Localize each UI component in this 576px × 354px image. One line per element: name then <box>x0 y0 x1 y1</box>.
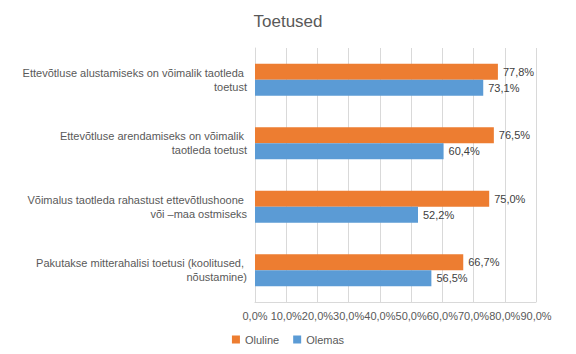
svg-text:30,0%: 30,0% <box>333 310 364 322</box>
svg-text:80,0%: 80,0% <box>489 310 520 322</box>
svg-text:Võimalus taotleda rahastust et: Võimalus taotleda rahastust ettevõtlusho… <box>27 194 247 206</box>
svg-text:Ettevõtluse alustamiseks on võ: Ettevõtluse alustamiseks on võimalik tao… <box>23 67 247 79</box>
svg-text:Olemas: Olemas <box>306 334 344 346</box>
svg-text:Oluline: Oluline <box>245 334 279 346</box>
svg-text:10,0%: 10,0% <box>271 310 302 322</box>
svg-text:77,8%: 77,8% <box>503 66 534 78</box>
svg-text:70,0%: 70,0% <box>458 310 489 322</box>
svg-text:60,0%: 60,0% <box>427 310 458 322</box>
svg-text:60,4%: 60,4% <box>449 145 480 157</box>
svg-text:Pakutakse mitterahalisi toetus: Pakutakse mitterahalisi toetusi (koolitu… <box>36 257 247 269</box>
svg-text:või –maa ostmiseks: või –maa ostmiseks <box>150 208 247 220</box>
svg-text:50,0%: 50,0% <box>396 310 427 322</box>
svg-text:66,7%: 66,7% <box>468 256 499 268</box>
svg-text:76,5%: 76,5% <box>499 129 530 141</box>
svg-text:20,0%: 20,0% <box>302 310 333 322</box>
svg-text:Toetused: Toetused <box>254 12 323 31</box>
svg-text:52,2%: 52,2% <box>423 209 454 221</box>
svg-text:0,0%: 0,0% <box>242 310 267 322</box>
svg-text:73,1%: 73,1% <box>488 82 519 94</box>
svg-text:nõustamine): nõustamine) <box>186 271 247 283</box>
svg-text:56,5%: 56,5% <box>436 272 467 284</box>
svg-text:40,0%: 40,0% <box>364 310 395 322</box>
svg-text:taotleda toetust: taotleda toetust <box>172 144 247 156</box>
svg-text:Ettevõtluse arendamiseks on võ: Ettevõtluse arendamiseks on võimalik <box>60 130 247 142</box>
svg-text:90,0%: 90,0% <box>520 310 551 322</box>
svg-text:toetust: toetust <box>214 81 247 93</box>
svg-text:75,0%: 75,0% <box>494 193 525 205</box>
